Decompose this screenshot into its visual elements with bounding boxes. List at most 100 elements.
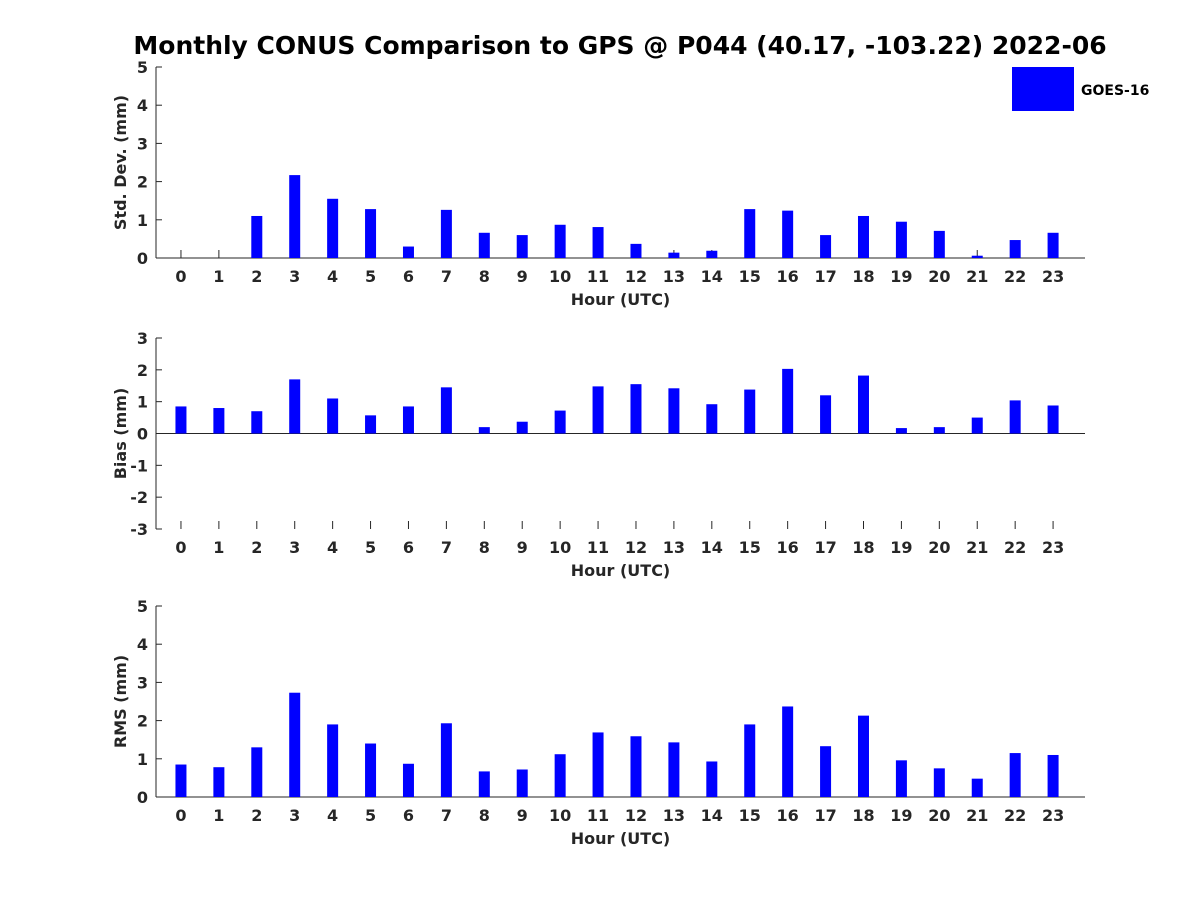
bar-hour-2 [251,747,263,797]
x-tick-label: 4 [327,267,338,286]
x-tick-label: 6 [403,538,414,557]
x-tick-label: 20 [928,538,950,557]
bar-hour-21 [971,255,983,258]
y-tick-label: 5 [137,58,148,77]
bar-hour-4 [327,198,339,258]
x-tick-label: 13 [663,538,685,557]
bar-hour-3 [289,692,301,797]
bar-hour-15 [744,389,756,434]
y-tick-label: 3 [137,673,148,692]
bar-hour-19 [895,221,907,258]
bar-hour-20 [933,427,945,434]
bar-hour-9 [516,235,528,258]
bar-hour-20 [933,230,945,258]
x-tick-label: 3 [289,267,300,286]
x-tick-label: 2 [251,267,262,286]
x-tick-label: 23 [1042,806,1064,825]
bar-hour-6 [402,763,414,797]
x-tick-label: 8 [479,538,490,557]
y-tick-label: 2 [137,173,148,192]
x-tick-label: 22 [1004,538,1026,557]
bar-hour-13 [668,252,680,258]
bar-hour-10 [554,754,566,797]
bar-hour-22 [1009,753,1021,797]
bar-hour-20 [933,768,945,797]
x-tick-label: 18 [852,806,874,825]
bar-hour-16 [782,706,794,797]
x-axis-label: Hour (UTC) [571,561,671,580]
x-tick-label: 0 [175,267,186,286]
x-tick-label: 16 [777,806,799,825]
x-tick-label: 9 [517,267,528,286]
bar-hour-15 [744,724,756,797]
x-tick-label: 21 [966,267,988,286]
bar-hour-15 [744,209,756,258]
x-tick-label: 11 [587,538,609,557]
y-tick-label: -3 [130,520,148,539]
x-tick-label: 12 [625,538,647,557]
y-tick-label: 1 [137,750,148,769]
bar-hour-19 [895,760,907,797]
x-tick-label: 23 [1042,267,1064,286]
bar-hour-17 [820,395,832,434]
y-tick-label: -2 [130,488,148,507]
bar-hour-12 [630,243,642,258]
x-tick-label: 18 [852,538,874,557]
x-tick-label: 4 [327,538,338,557]
bar-hour-22 [1009,400,1021,434]
bar-hour-18 [857,715,869,797]
y-tick-label: 5 [137,597,148,616]
y-axis-label: Bias (mm) [111,388,130,480]
x-tick-label: 10 [549,538,571,557]
bar-hour-14 [706,761,718,797]
bar-hour-10 [554,224,566,258]
y-tick-label: 1 [137,211,148,230]
bar-hour-4 [327,398,339,434]
bar-hour-18 [857,215,869,258]
x-tick-label: 22 [1004,267,1026,286]
legend-label: GOES-16 [1081,83,1149,99]
bar-hour-21 [971,778,983,797]
bar-hour-13 [668,742,680,797]
bar-hour-8 [478,427,490,434]
x-tick-label: 1 [213,538,224,557]
bar-hour-5 [365,415,377,434]
bar-hour-16 [782,210,794,258]
y-tick-label: 2 [137,361,148,380]
x-tick-label: 12 [625,806,647,825]
bar-hour-3 [289,379,301,434]
bar-hour-9 [516,421,528,434]
bar-hour-1 [213,767,225,797]
x-tick-label: 19 [890,806,912,825]
bar-hour-7 [440,209,452,258]
x-tick-label: 5 [365,806,376,825]
x-tick-label: 19 [890,267,912,286]
bar-hour-0 [175,764,187,797]
bar-hour-6 [402,246,414,258]
bar-hour-3 [289,175,301,258]
bar-hour-9 [516,769,528,797]
bar-hour-12 [630,736,642,797]
x-tick-label: 15 [739,806,761,825]
legend-swatch [1012,67,1074,111]
x-tick-label: 9 [517,806,528,825]
x-tick-label: 13 [663,806,685,825]
bar-hour-21 [971,417,983,434]
x-tick-label: 16 [777,538,799,557]
x-tick-label: 4 [327,806,338,825]
x-tick-label: 15 [739,267,761,286]
x-tick-label: 14 [701,267,723,286]
x-tick-label: 10 [549,267,571,286]
x-axis-label: Hour (UTC) [571,829,671,848]
bar-hour-7 [440,387,452,434]
bar-hour-4 [327,724,339,797]
bar-hour-23 [1047,405,1059,434]
x-tick-label: 1 [213,267,224,286]
bar-hour-14 [706,250,718,258]
bar-hour-8 [478,232,490,258]
legend: GOES-16 [1012,67,1149,111]
x-tick-label: 19 [890,538,912,557]
